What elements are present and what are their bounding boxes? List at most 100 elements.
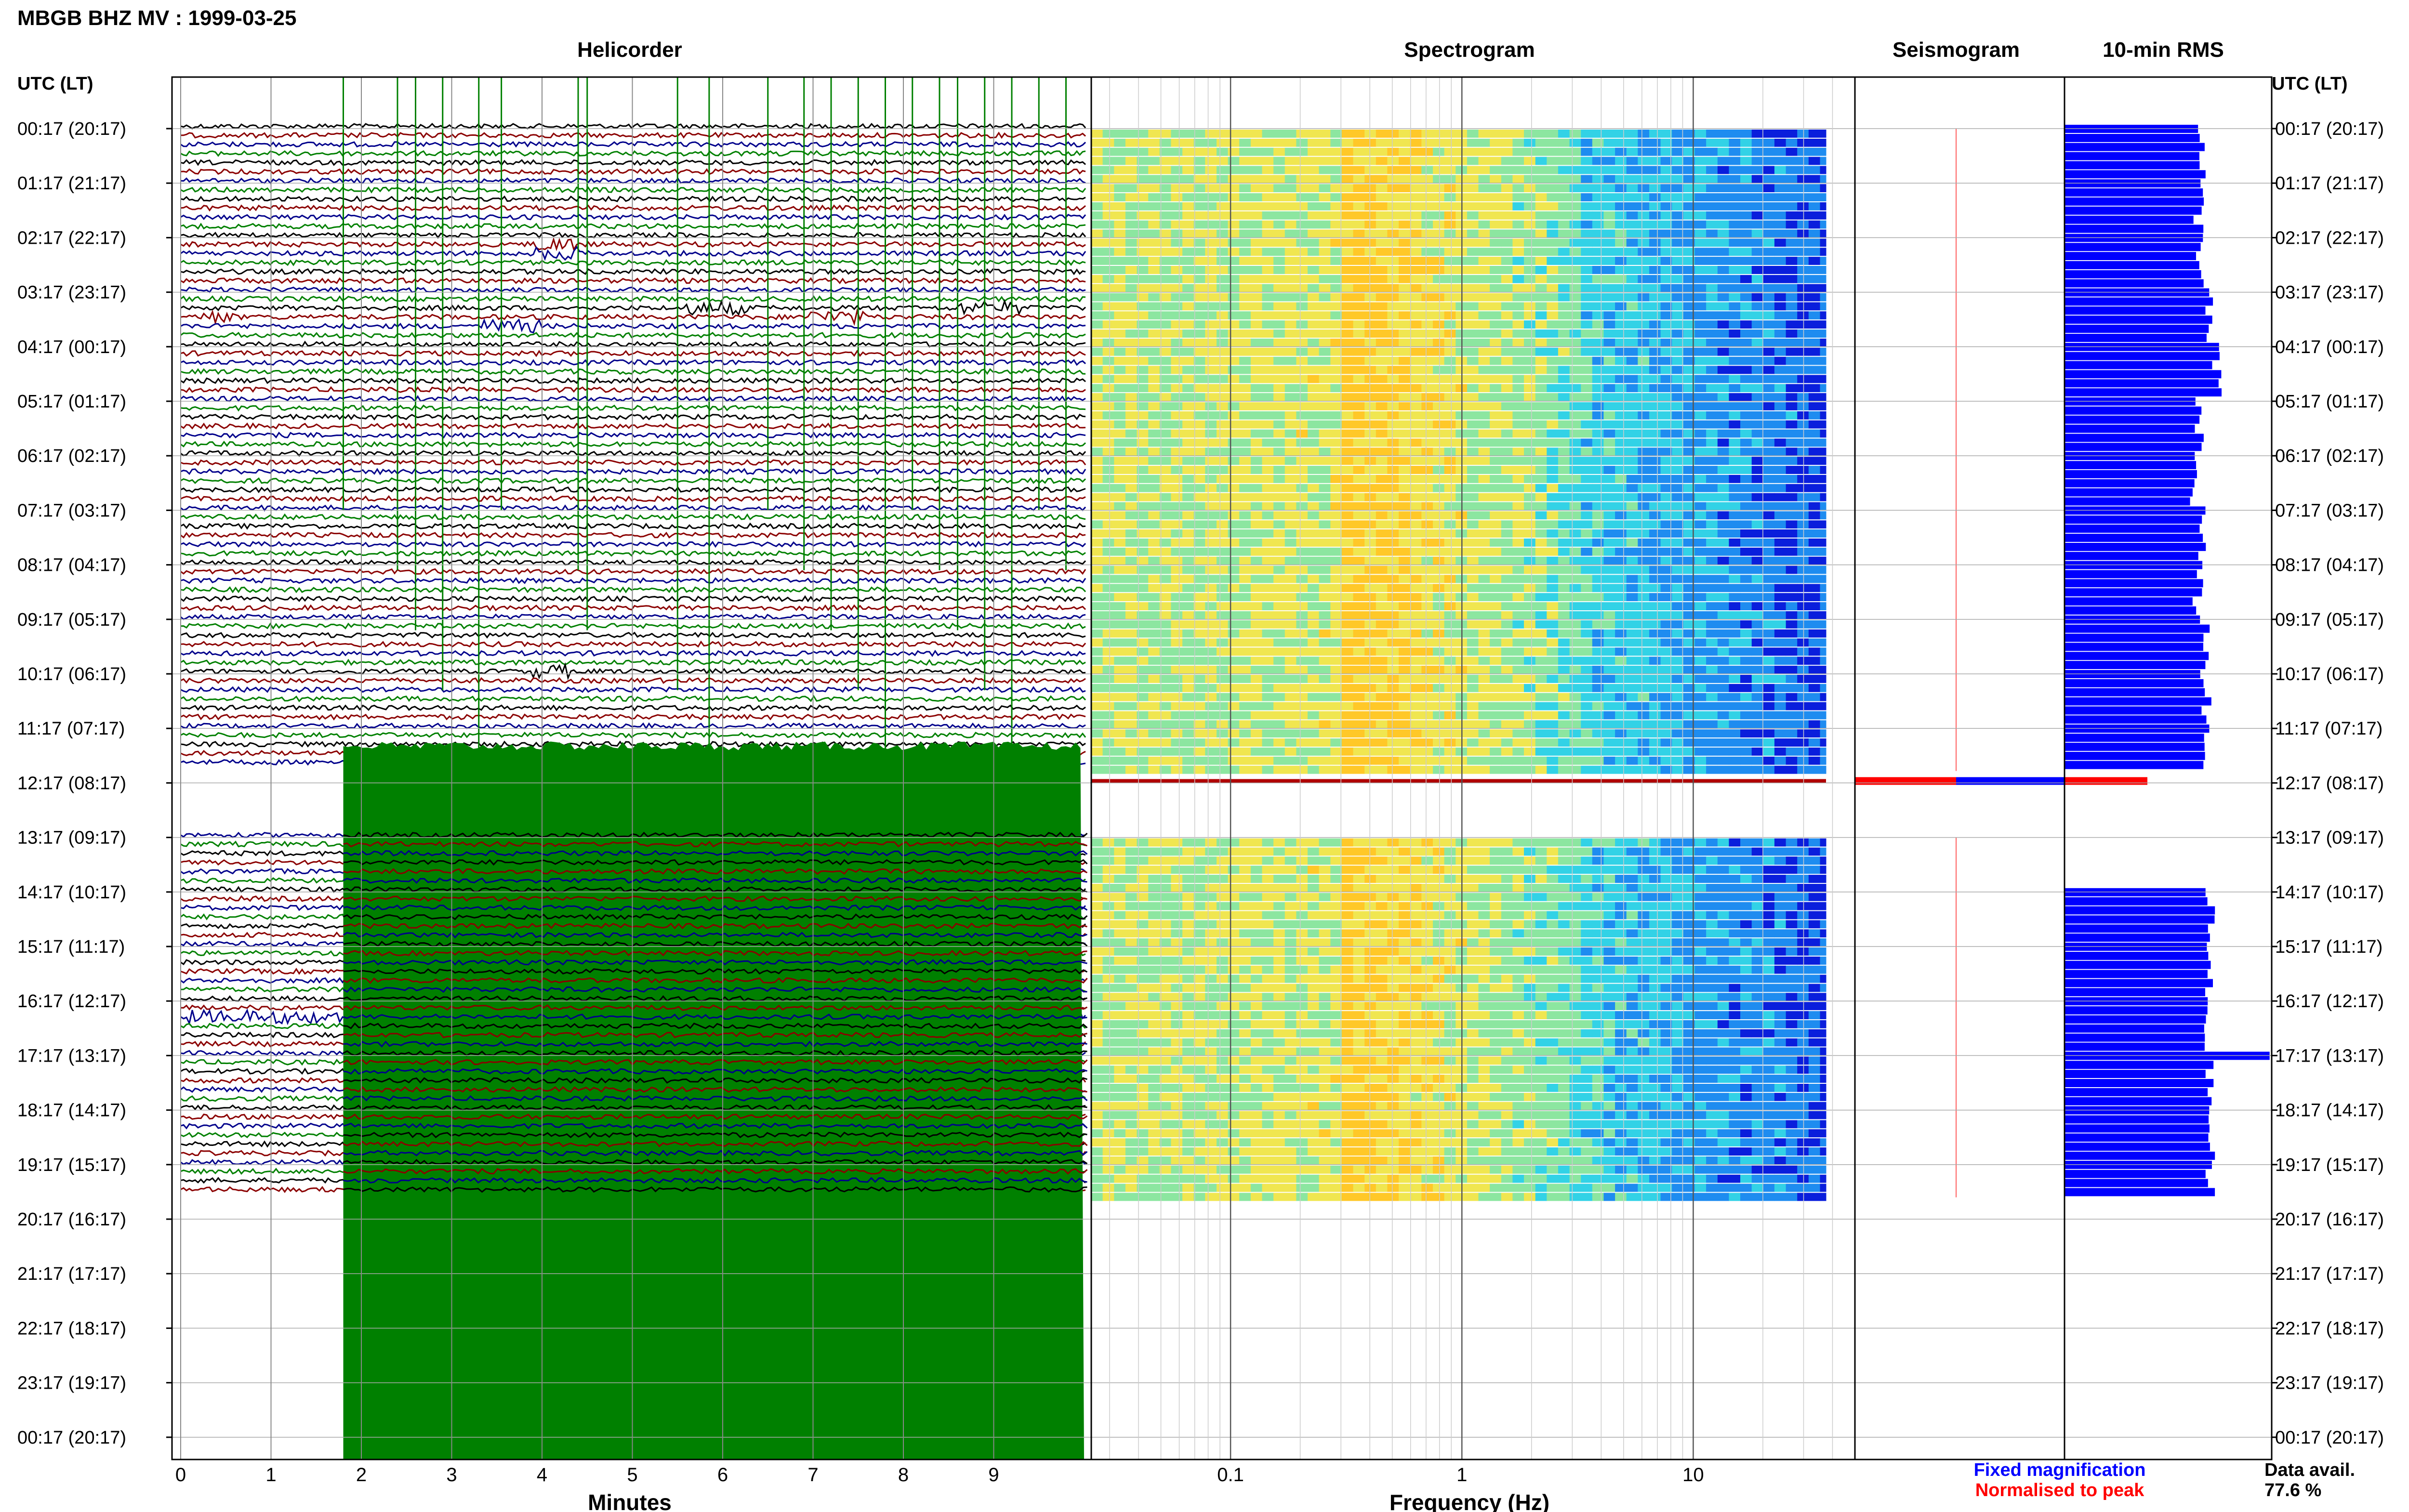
spectrogram-cell (1433, 629, 1445, 638)
spectrogram-cell (1786, 138, 1798, 147)
spectrogram-cell (1467, 466, 1479, 474)
spectrogram-cell (1137, 611, 1149, 619)
spectrogram-cell (1547, 175, 1559, 184)
spectrogram-cell (1159, 647, 1171, 656)
spectrogram-cell (1547, 457, 1559, 465)
spectrogram-cell (1273, 493, 1285, 501)
spectrogram-cell (1273, 565, 1285, 574)
spectrogram-cell (1308, 293, 1320, 302)
spectrogram-cell (1694, 738, 1707, 747)
spectrogram-cell (1660, 675, 1672, 683)
spectrogram-cell (1603, 556, 1615, 565)
spectrogram-cell (1581, 620, 1593, 629)
spectrogram-cell (1193, 220, 1205, 229)
spectrogram-cell (1353, 620, 1365, 629)
spectrogram-cell (1239, 575, 1251, 583)
spectrogram-cell (1501, 765, 1513, 774)
spectrogram-cell (1410, 429, 1422, 438)
spectrogram-cell (1558, 438, 1570, 447)
spectrogram-cell (1410, 474, 1422, 483)
spectrogram-cell (1569, 693, 1581, 701)
spectrogram-cell (1399, 366, 1411, 374)
spectrogram-cell (1649, 547, 1661, 556)
spectrogram-cell (1558, 602, 1570, 610)
spectrogram-cell (1535, 756, 1547, 765)
spectrogram-cell (1797, 638, 1809, 647)
spectrogram-cell (1569, 866, 1581, 874)
spectrogram-cell (1125, 184, 1137, 193)
spectrogram-cell (1512, 266, 1524, 274)
spectrogram-cell (1774, 657, 1786, 665)
spectrogram-cell (1296, 293, 1308, 302)
spectrogram-cell (1467, 266, 1479, 274)
spectrogram-cell (1125, 257, 1137, 265)
spectrogram-cell (1102, 647, 1114, 656)
spectrogram-cell (1490, 402, 1502, 410)
spectrogram-cell (1330, 539, 1342, 547)
spectrogram-cell (1410, 702, 1422, 710)
spectrogram-cell (1672, 556, 1684, 565)
spectrogram-cell (1410, 565, 1422, 574)
spectrogram-cell (1308, 702, 1320, 710)
spectrogram-cell (1763, 457, 1775, 465)
spectrogram-cell (1694, 747, 1707, 756)
spectrogram-cell (1615, 765, 1627, 774)
spectrogram-cell (1569, 329, 1581, 338)
spectrogram-cell (1683, 466, 1695, 474)
spectrogram-cell (1250, 883, 1262, 892)
spectrogram-cell (1387, 293, 1399, 302)
spectrogram-cell (1217, 738, 1229, 747)
spectrogram-cell (1444, 466, 1456, 474)
spectrogram-cell (1535, 547, 1547, 556)
spectrogram-cell (1683, 293, 1695, 302)
spectrogram-cell (1717, 539, 1729, 547)
spectrogram-cell (1319, 474, 1331, 483)
spectrogram-cell (1171, 493, 1183, 501)
spectrogram-cell (1592, 238, 1604, 247)
spectrogram-cell (1490, 556, 1502, 565)
spectrogram-cell (1592, 539, 1604, 547)
spectrogram-cell (1820, 556, 1827, 565)
spectrogram-cell (1296, 856, 1308, 865)
spectrogram-cell (1148, 238, 1160, 247)
spectrogram-cell (1592, 138, 1604, 147)
spectrogram-cell (1102, 747, 1114, 756)
spectrogram-cell (1205, 347, 1217, 356)
spectrogram-cell (1444, 474, 1456, 483)
spectrogram-cell (1376, 248, 1388, 256)
spectrogram-cell (1649, 320, 1661, 329)
spectrogram-cell (1467, 856, 1479, 865)
spectrogram-cell (1262, 420, 1274, 429)
spectrogram-cell (1763, 193, 1775, 201)
spectrogram-cell (1182, 311, 1194, 320)
spectrogram-cell (1387, 302, 1399, 311)
spectrogram-cell (1740, 684, 1752, 692)
spectrogram-cell (1569, 438, 1581, 447)
spectrogram-cell (1228, 520, 1240, 529)
spectrogram-cell (1638, 356, 1650, 365)
spectrogram-cell (1319, 248, 1331, 256)
spectrogram-cell (1763, 211, 1775, 220)
spectrogram-cell (1273, 347, 1285, 356)
spectrogram-cell (1364, 184, 1377, 193)
spectrogram-cell (1421, 702, 1433, 710)
spectrogram-cell (1706, 875, 1718, 883)
spectrogram-cell (1159, 720, 1171, 729)
spectrogram-cell (1091, 257, 1103, 265)
spectrogram-cell (1148, 166, 1160, 174)
spectrogram-cell (1410, 765, 1422, 774)
spectrogram-cell (1603, 447, 1615, 456)
spectrogram-cell (1114, 411, 1126, 420)
spectrogram-cell (1114, 539, 1126, 547)
spectrogram-cell (1376, 711, 1388, 720)
spectrogram-cell (1341, 138, 1353, 147)
spectrogram-cell (1751, 329, 1763, 338)
spectrogram-cell (1148, 220, 1160, 229)
spectrogram-cell (1672, 493, 1684, 501)
spectrogram-cell (1171, 166, 1183, 174)
spectrogram-cell (1694, 602, 1707, 610)
spectrogram-cell (1125, 611, 1137, 619)
spectrogram-cell (1330, 575, 1342, 583)
spectrogram-cell (1751, 720, 1763, 729)
spectrogram-cell (1148, 584, 1160, 592)
